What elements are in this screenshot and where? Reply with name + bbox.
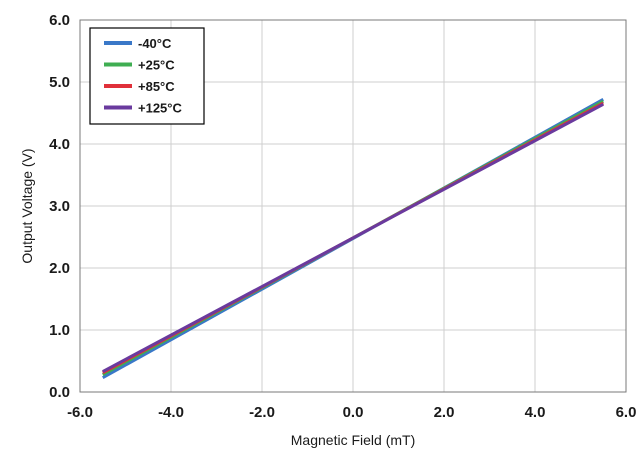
plot-frame xyxy=(79,19,627,393)
x-axis-label: Magnetic Field (mT) xyxy=(291,432,415,448)
grid xyxy=(80,20,626,392)
legend-label: +25°C xyxy=(138,58,175,73)
y-tick-label: 5.0 xyxy=(49,74,70,91)
legend-label: -40°C xyxy=(138,36,172,51)
y-tick-label: 4.0 xyxy=(49,136,70,153)
plot-border xyxy=(79,19,627,393)
x-tick-labels: -6.0 -4.0 -2.0 0.0 2.0 4.0 6.0 xyxy=(67,404,636,421)
y-tick-label: 0.0 xyxy=(49,384,70,401)
legend-label: +85°C xyxy=(138,79,175,94)
x-tick-label: -6.0 xyxy=(67,404,93,421)
series-layer xyxy=(102,98,604,380)
y-tick-label: 6.0 xyxy=(49,12,70,29)
x-tick-label: -4.0 xyxy=(158,404,184,421)
y-axis-label: Output Voltage (V) xyxy=(19,148,35,263)
series-line-4 xyxy=(102,102,604,373)
y-tick-labels: 0.0 1.0 2.0 3.0 4.0 5.0 6.0 xyxy=(49,12,70,401)
x-tick-label: 0.0 xyxy=(343,404,364,421)
y-tick-label: 1.0 xyxy=(49,322,70,339)
legend-label: +125°C xyxy=(138,101,182,116)
x-tick-label: 6.0 xyxy=(616,404,637,421)
y-tick-label: 2.0 xyxy=(49,260,70,277)
x-tick-label: -2.0 xyxy=(249,404,275,421)
y-tick-label: 3.0 xyxy=(49,198,70,215)
x-tick-label: 4.0 xyxy=(525,404,546,421)
legend: -40°C +25°C +85°C +125°C xyxy=(89,27,205,125)
x-tick-label: 2.0 xyxy=(434,404,455,421)
